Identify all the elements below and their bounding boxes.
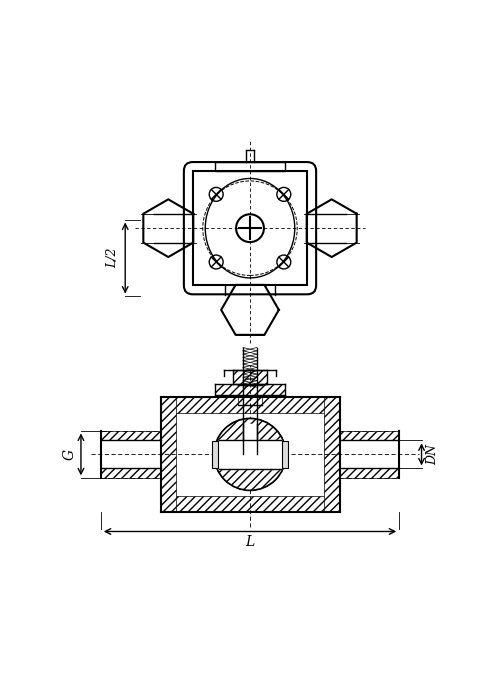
Bar xyxy=(215,384,285,395)
Bar xyxy=(160,496,340,512)
Bar xyxy=(215,162,285,171)
Text: DN: DN xyxy=(426,444,439,465)
Bar xyxy=(340,430,399,440)
Bar xyxy=(238,385,262,405)
Bar xyxy=(233,370,267,384)
Bar xyxy=(101,468,160,478)
Text: L: L xyxy=(246,536,254,550)
Bar xyxy=(193,171,307,286)
Text: L/2: L/2 xyxy=(106,248,120,268)
Text: G: G xyxy=(63,449,77,460)
Bar xyxy=(340,468,399,478)
Circle shape xyxy=(214,419,286,490)
Bar xyxy=(160,397,176,512)
Circle shape xyxy=(214,419,286,490)
Bar xyxy=(282,441,288,468)
Bar xyxy=(212,441,218,468)
Bar xyxy=(101,430,160,440)
Bar xyxy=(160,397,340,413)
Bar xyxy=(324,397,340,512)
